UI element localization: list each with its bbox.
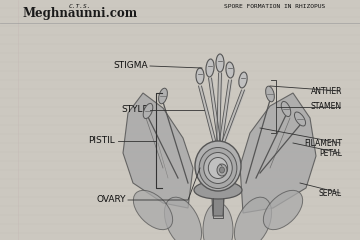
Ellipse shape [266,86,274,102]
Text: STAMEN: STAMEN [311,102,342,111]
Ellipse shape [220,167,225,173]
Ellipse shape [143,103,153,119]
Ellipse shape [194,181,242,199]
Polygon shape [240,93,316,213]
Text: SEPAL: SEPAL [319,188,342,198]
Text: STIGMA: STIGMA [113,61,148,71]
Ellipse shape [294,112,306,126]
Ellipse shape [204,152,232,184]
Text: STYLE: STYLE [121,106,148,114]
Ellipse shape [281,102,291,117]
Text: OVARY: OVARY [96,196,126,204]
Ellipse shape [159,88,167,104]
Ellipse shape [203,203,233,240]
Ellipse shape [199,148,237,188]
Polygon shape [210,198,226,216]
Ellipse shape [264,190,303,230]
Ellipse shape [217,164,227,176]
Ellipse shape [239,72,247,88]
Ellipse shape [195,141,241,191]
Text: PISTIL: PISTIL [88,136,115,145]
Text: FILAMENT: FILAMENT [304,138,342,148]
Text: ANTHER: ANTHER [310,86,342,96]
Ellipse shape [165,197,202,240]
Polygon shape [123,93,193,208]
Text: Meghnaunni.com: Meghnaunni.com [22,7,138,20]
Ellipse shape [206,59,214,77]
Text: PETAL: PETAL [319,149,342,157]
Ellipse shape [216,54,224,72]
Ellipse shape [133,190,173,230]
Ellipse shape [196,68,204,84]
Ellipse shape [234,197,271,240]
Text: C.T.S.: C.T.S. [69,4,91,9]
Text: SPORE FORMATION IN RHIZOPUS: SPORE FORMATION IN RHIZOPUS [224,4,326,9]
Ellipse shape [226,62,234,78]
Ellipse shape [208,157,228,179]
